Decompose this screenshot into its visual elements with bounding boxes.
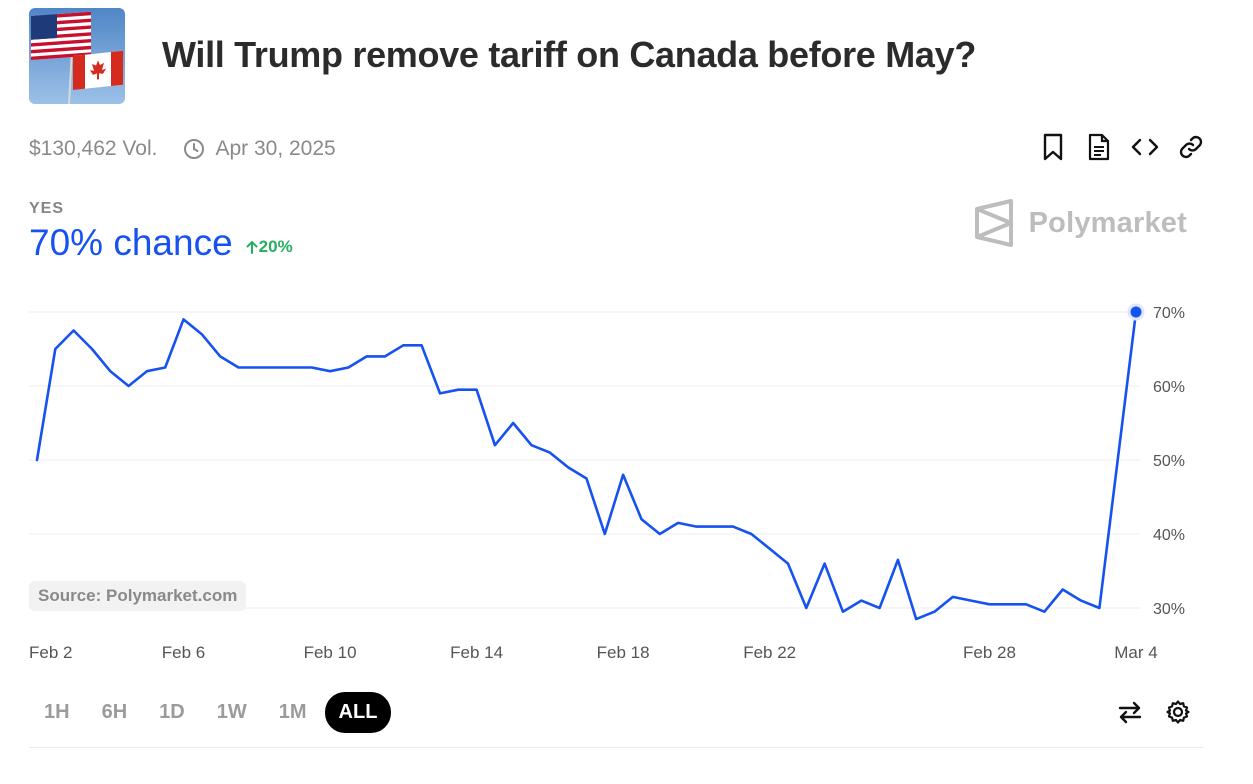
range-button-1h[interactable]: 1H <box>44 701 70 723</box>
latest-point-marker[interactable] <box>1127 303 1145 321</box>
polymarket-watermark: Polymarket <box>973 199 1187 247</box>
outcome-label: YES <box>29 200 65 217</box>
market-meta: $130,462 Vol. Apr 30, 2025 <box>29 137 336 161</box>
y-tick-label: 50% <box>1153 453 1185 470</box>
x-tick-label: Feb 6 <box>162 643 205 662</box>
chance-delta: 20% <box>245 237 293 257</box>
chance-value: 70% chance <box>29 222 233 263</box>
y-axis-labels: 30% 40% 50% 60% 70% <box>1153 305 1185 618</box>
volume-text: $130,462 Vol. <box>29 137 158 160</box>
gear-icon[interactable] <box>1165 698 1191 726</box>
document-icon[interactable] <box>1085 132 1113 162</box>
x-tick-label: Feb 2 <box>29 643 72 662</box>
x-tick-label: Mar 4 <box>1114 643 1157 662</box>
market-title: Will Trump remove tariff on Canada befor… <box>162 34 977 75</box>
clock-icon <box>183 138 205 160</box>
y-tick-label: 60% <box>1153 379 1185 396</box>
range-button-1m[interactable]: 1M <box>278 701 307 723</box>
range-button-6h[interactable]: 6H <box>101 701 128 723</box>
price-chart: 30%40%50%60%70% Feb 2 Feb 6 Feb 10 Feb 14 Fe… <box>29 303 1185 662</box>
brand-name: Polymarket <box>1028 206 1187 239</box>
y-tick-label: 40% <box>1153 527 1185 544</box>
y-tick-label: 70% <box>1153 305 1185 322</box>
link-icon[interactable] <box>1177 132 1205 162</box>
embed-code-icon[interactable] <box>1131 132 1159 162</box>
swap-arrows-icon[interactable] <box>1117 698 1143 726</box>
x-tick-label: Feb 28 <box>963 643 1016 662</box>
arrow-up-icon <box>246 241 258 254</box>
share-actions <box>1039 132 1205 162</box>
time-range-selector: 1H 6H 1D 1W 1M ALL <box>30 692 392 733</box>
chance-readout: 70% chance 20% <box>29 222 293 264</box>
series-line-yes <box>35 310 1138 621</box>
chart-grid <box>29 311 1140 609</box>
x-axis-labels: Feb 2 Feb 6 Feb 10 Feb 14 Feb 18 Feb 22 Feb 28… <box>29 643 1158 662</box>
bottom-divider <box>29 747 1204 748</box>
source-label: Source: Polymarket.com <box>29 581 247 611</box>
range-button-all[interactable]: ALL <box>324 692 392 733</box>
market-thumbnail <box>29 8 125 104</box>
y-tick-label: 30% <box>1153 601 1185 618</box>
chance-delta-value: 20% <box>258 237 293 256</box>
range-button-1d[interactable]: 1D <box>159 701 185 723</box>
end-date-text: Apr 30, 2025 <box>215 137 336 160</box>
chart-tools <box>1117 698 1191 726</box>
bookmark-icon[interactable] <box>1039 132 1067 162</box>
x-tick-label: Feb 14 <box>450 643 503 662</box>
x-tick-label: Feb 18 <box>597 643 650 662</box>
x-tick-label: Feb 10 <box>304 643 357 662</box>
x-tick-label: Feb 22 <box>743 643 796 662</box>
polymarket-logo-icon <box>974 199 1013 247</box>
range-button-1w[interactable]: 1W <box>216 701 247 723</box>
